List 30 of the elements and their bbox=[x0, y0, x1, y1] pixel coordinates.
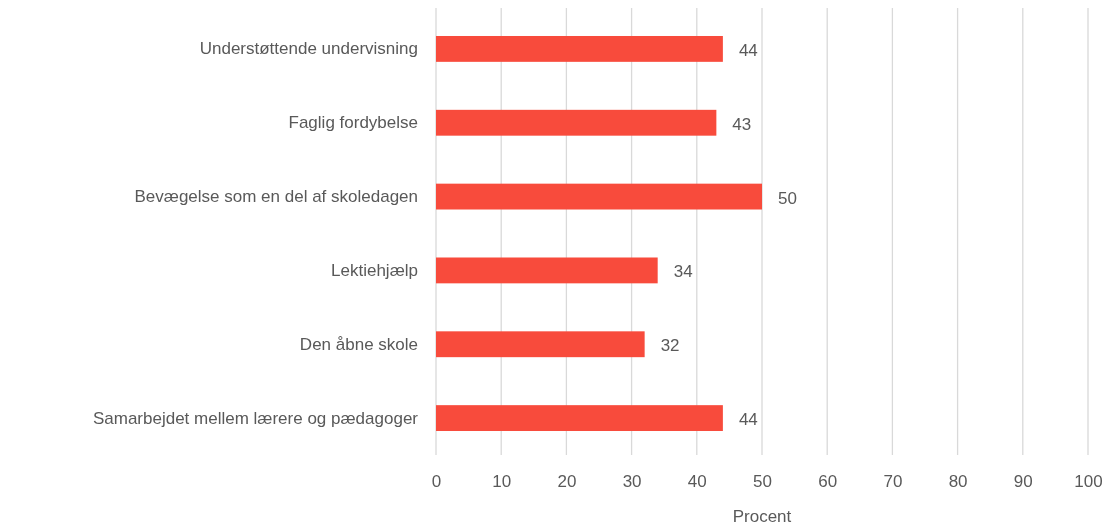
y-tick-label: Bevægelse som en del af skoledagen bbox=[134, 187, 418, 207]
x-tick-label: 80 bbox=[948, 472, 968, 492]
x-tick-label: 40 bbox=[687, 472, 707, 492]
y-tick-label: Lektiehjælp bbox=[331, 260, 418, 280]
x-tick-label: 90 bbox=[1013, 472, 1033, 492]
x-axis-title: Procent bbox=[732, 507, 792, 525]
x-tick-label: 0 bbox=[431, 472, 442, 492]
data-label: 44 bbox=[738, 410, 758, 430]
x-tick-label: 20 bbox=[557, 472, 577, 492]
x-tick-label: 30 bbox=[622, 472, 642, 492]
x-tick-label: 10 bbox=[492, 472, 512, 492]
y-tick-label: Den åbne skole bbox=[299, 334, 418, 354]
data-label: 50 bbox=[778, 188, 797, 208]
x-tick-label: 70 bbox=[883, 472, 903, 492]
data-label: 44 bbox=[738, 40, 758, 60]
x-tick-label: 50 bbox=[753, 472, 772, 492]
bar bbox=[436, 183, 762, 210]
x-tick-label: 60 bbox=[818, 472, 838, 492]
data-label: 32 bbox=[660, 336, 680, 356]
x-tick-label: 100 bbox=[1074, 472, 1103, 492]
bar bbox=[436, 257, 658, 284]
bar bbox=[436, 405, 723, 431]
y-tick-label: Samarbejdet mellem lærere og pædagoger bbox=[92, 408, 419, 428]
y-tick-label: Faglig fordybelse bbox=[288, 113, 418, 133]
bar bbox=[436, 36, 723, 62]
bar bbox=[436, 331, 645, 358]
bar bbox=[436, 109, 717, 136]
data-label: 34 bbox=[673, 262, 693, 282]
y-tick-label: Understøttende undervisning bbox=[199, 39, 418, 59]
data-label: 43 bbox=[732, 114, 752, 134]
